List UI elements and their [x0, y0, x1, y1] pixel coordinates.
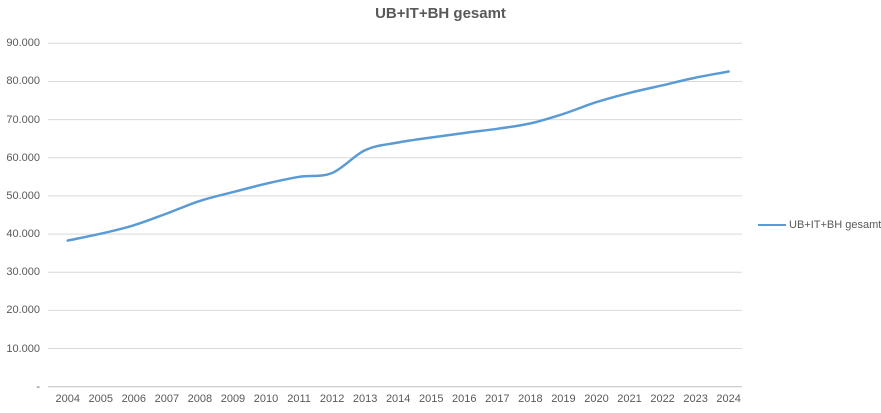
x-tick-label: 2013 — [352, 393, 378, 405]
y-tick-label: 20.000 — [6, 304, 40, 317]
x-tick-label: 2019 — [551, 393, 576, 405]
x-tick-label: 2017 — [485, 393, 510, 405]
x-tick-label: 2014 — [385, 393, 411, 405]
x-tick-label: 2010 — [253, 393, 279, 405]
y-tick-label: 40.000 — [6, 228, 40, 241]
y-tick-label: 10.000 — [6, 342, 40, 355]
x-tick-label: 2020 — [584, 393, 609, 405]
x-tick-label: 2022 — [650, 393, 675, 405]
x-tick-label: 2006 — [121, 393, 147, 405]
legend: UB+IT+BH gesamt — [758, 218, 881, 232]
y-tick-label: 60.000 — [6, 151, 40, 164]
x-tick-label: 2009 — [220, 393, 246, 405]
x-tick-label: 2018 — [518, 393, 543, 405]
y-tick-label: 80.000 — [6, 75, 40, 88]
legend-label: UB+IT+BH gesamt — [789, 219, 881, 231]
legend-line-swatch — [758, 223, 786, 227]
x-tick-label: 2007 — [154, 393, 180, 405]
x-tick-label: 2011 — [287, 393, 311, 405]
chart-title: UB+IT+BH gesamt — [375, 5, 506, 22]
series-line — [66, 70, 730, 242]
x-tick-label: 2023 — [683, 393, 708, 405]
x-tick-label: 2012 — [319, 393, 345, 405]
y-tick-label: 30.000 — [6, 266, 40, 279]
x-tick-label: 2005 — [88, 393, 113, 405]
x-tick-label: 2024 — [716, 393, 741, 405]
x-tick-label: 2021 — [617, 393, 642, 405]
x-tick-label: 2004 — [55, 393, 80, 405]
x-tick-label: 2015 — [418, 393, 444, 405]
y-tick-label: 90.000 — [6, 37, 40, 50]
x-tick-label: 2008 — [187, 393, 213, 405]
y-tick-label: 70.000 — [6, 113, 40, 126]
y-tick-label: - — [36, 380, 40, 393]
y-tick-label: 50.000 — [6, 189, 40, 202]
x-tick-label: 2016 — [452, 393, 477, 405]
